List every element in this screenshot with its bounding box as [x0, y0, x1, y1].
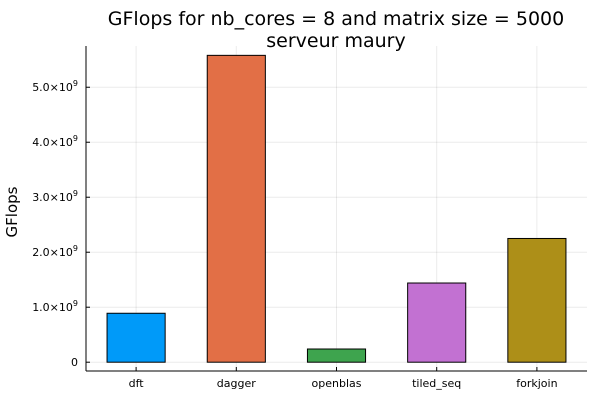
- y-axis-label: GFlops: [3, 186, 21, 237]
- y-tick-label: 2.0×109: [32, 244, 78, 259]
- bar-dagger: [206, 54, 266, 363]
- y-tick-label: 3.0×109: [32, 189, 78, 204]
- bar-forkjoin: [507, 237, 567, 363]
- x-tick-label: dagger: [217, 377, 256, 390]
- x-tick-label: forkjoin: [516, 377, 557, 390]
- chart-subtitle: serveur maury: [266, 30, 405, 52]
- y-tick-label: 0: [71, 356, 78, 369]
- bars: [106, 54, 567, 363]
- x-tick-label: dft: [129, 377, 145, 390]
- y-tick-label: 4.0×109: [32, 134, 78, 149]
- y-tick-label: 1.0×109: [32, 299, 78, 314]
- bar-dft: [106, 312, 166, 363]
- x-tick-label: tiled_seq: [412, 377, 461, 390]
- x-ticks: dft dagger openblas tiled_seq forkjoin: [129, 367, 558, 390]
- y-tick-label: 5.0×109: [32, 79, 78, 94]
- bar-tiled_seq: [407, 282, 467, 363]
- y-ticks: 0 1.0×109 2.0×109 3.0×109 4.0×109 5.0×109: [32, 79, 90, 369]
- bar-openblas: [306, 348, 367, 363]
- x-tick-label: openblas: [312, 377, 362, 390]
- chart-title: GFlops for nb_cores = 8 and matrix size …: [108, 8, 564, 30]
